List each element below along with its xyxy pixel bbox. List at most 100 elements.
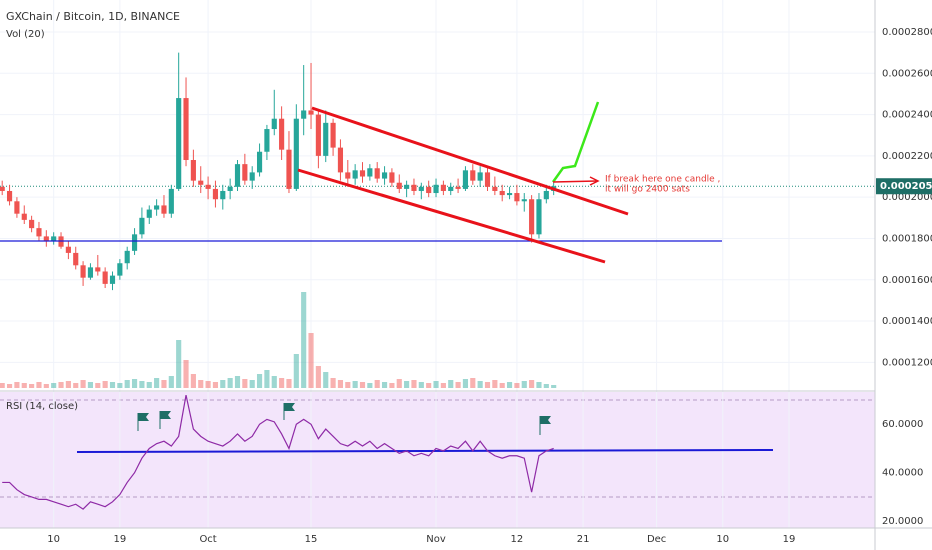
volume-bar — [249, 380, 255, 388]
last-price-box — [876, 178, 932, 195]
rsi-tick-label: 60.0000 — [882, 419, 923, 430]
volume-bar — [161, 380, 167, 388]
candle-body — [404, 184, 410, 189]
volume-bar — [301, 292, 307, 388]
volume-bar — [381, 382, 388, 388]
volume-bar — [51, 383, 57, 388]
candle-body — [529, 199, 535, 235]
volume-bar — [146, 382, 152, 388]
volume-bar — [87, 382, 94, 388]
channel-top — [311, 106, 629, 216]
volume-bar — [168, 376, 174, 388]
candle-body — [102, 271, 108, 284]
volume-bar — [117, 383, 123, 388]
volume-bar — [102, 381, 108, 388]
candle-body — [0, 186, 5, 191]
y-tick-label: 0.0001400 — [882, 316, 932, 327]
volume-bar — [359, 382, 366, 388]
candle-body — [345, 172, 351, 179]
candle-body — [440, 184, 446, 191]
volume-bar — [139, 381, 145, 388]
candle-body — [271, 118, 277, 130]
volume-bar — [426, 383, 432, 388]
candle-body — [315, 114, 321, 156]
breakout-arrow — [551, 101, 600, 183]
volume-bar — [448, 380, 454, 388]
volume-bar — [352, 381, 358, 388]
rsi-pane — [0, 392, 875, 528]
candle-body — [448, 186, 454, 191]
candle-body — [249, 172, 255, 181]
volume-bar — [14, 382, 20, 388]
candle-body — [117, 263, 123, 276]
volume-bar — [433, 381, 439, 388]
volume-bar — [411, 380, 417, 388]
y-tick-label: 0.0002200 — [882, 151, 932, 162]
volume-bar — [212, 382, 219, 388]
x-tick-label: 19 — [113, 534, 126, 545]
candle-body — [6, 190, 13, 202]
chart-title: GXChain / Bitcoin, 1D, BINANCE — [6, 10, 180, 23]
volume-bar — [0, 383, 5, 388]
volume-bar — [345, 382, 351, 388]
volume-label: Vol (20) — [6, 29, 45, 40]
candle-body — [462, 170, 469, 189]
channel-bottom — [297, 168, 606, 264]
candle-body — [293, 118, 299, 189]
volume-bar — [242, 379, 248, 388]
candle-body — [279, 118, 285, 150]
candle-body — [220, 190, 226, 200]
volume-bar — [514, 383, 520, 388]
volume-bar — [21, 383, 27, 388]
volume-bar — [367, 383, 373, 388]
x-tick-label: 10 — [716, 534, 729, 545]
volume-bar — [286, 379, 292, 388]
candle-body — [198, 180, 204, 185]
candle-body — [433, 184, 439, 194]
volume-bar — [337, 380, 344, 388]
volume-bar — [227, 378, 233, 388]
candle-body — [73, 252, 79, 266]
candle-body — [536, 199, 542, 235]
volume-bar — [80, 380, 86, 388]
y-tick-label: 0.0001200 — [882, 357, 932, 368]
volume-bar — [220, 380, 226, 388]
volume-bar — [234, 376, 241, 388]
volume-bar — [484, 382, 491, 388]
x-tick-label: 15 — [305, 534, 318, 545]
candle-body — [484, 172, 491, 187]
candle-body — [337, 147, 344, 173]
volume-bar — [551, 385, 557, 388]
candle-body — [492, 186, 498, 191]
candle-body — [183, 98, 189, 161]
volume-bar — [65, 381, 71, 388]
volume-bar — [36, 382, 42, 388]
y-tick-label: 0.0001600 — [882, 275, 932, 286]
candle-body — [234, 164, 241, 187]
x-tick-label: 10 — [47, 534, 60, 545]
volume-bar — [124, 380, 130, 388]
volume-bar — [477, 381, 483, 388]
candle-body — [131, 234, 138, 251]
volume-bar — [529, 380, 535, 388]
candle-body — [256, 151, 263, 173]
volume-bar — [521, 381, 527, 388]
candle-body — [352, 170, 358, 179]
candle-body — [176, 98, 182, 189]
volume-bar — [109, 382, 116, 388]
volume-bar — [58, 382, 64, 388]
annotation: If break here one candle , — [605, 175, 720, 185]
volume-bar — [374, 380, 380, 388]
candle-body — [264, 129, 270, 152]
candle-body — [499, 190, 505, 196]
volume-bar — [198, 380, 204, 388]
y-tick-label: 0.0002400 — [882, 110, 932, 121]
last-price-label: 0.0002053 — [880, 181, 932, 192]
volume-bar — [176, 340, 182, 388]
candle-body — [139, 217, 145, 235]
y-tick-label: 0.0002800 — [882, 27, 932, 38]
candle-body — [470, 170, 476, 181]
candle-body — [381, 172, 388, 179]
flags — [137, 403, 551, 435]
